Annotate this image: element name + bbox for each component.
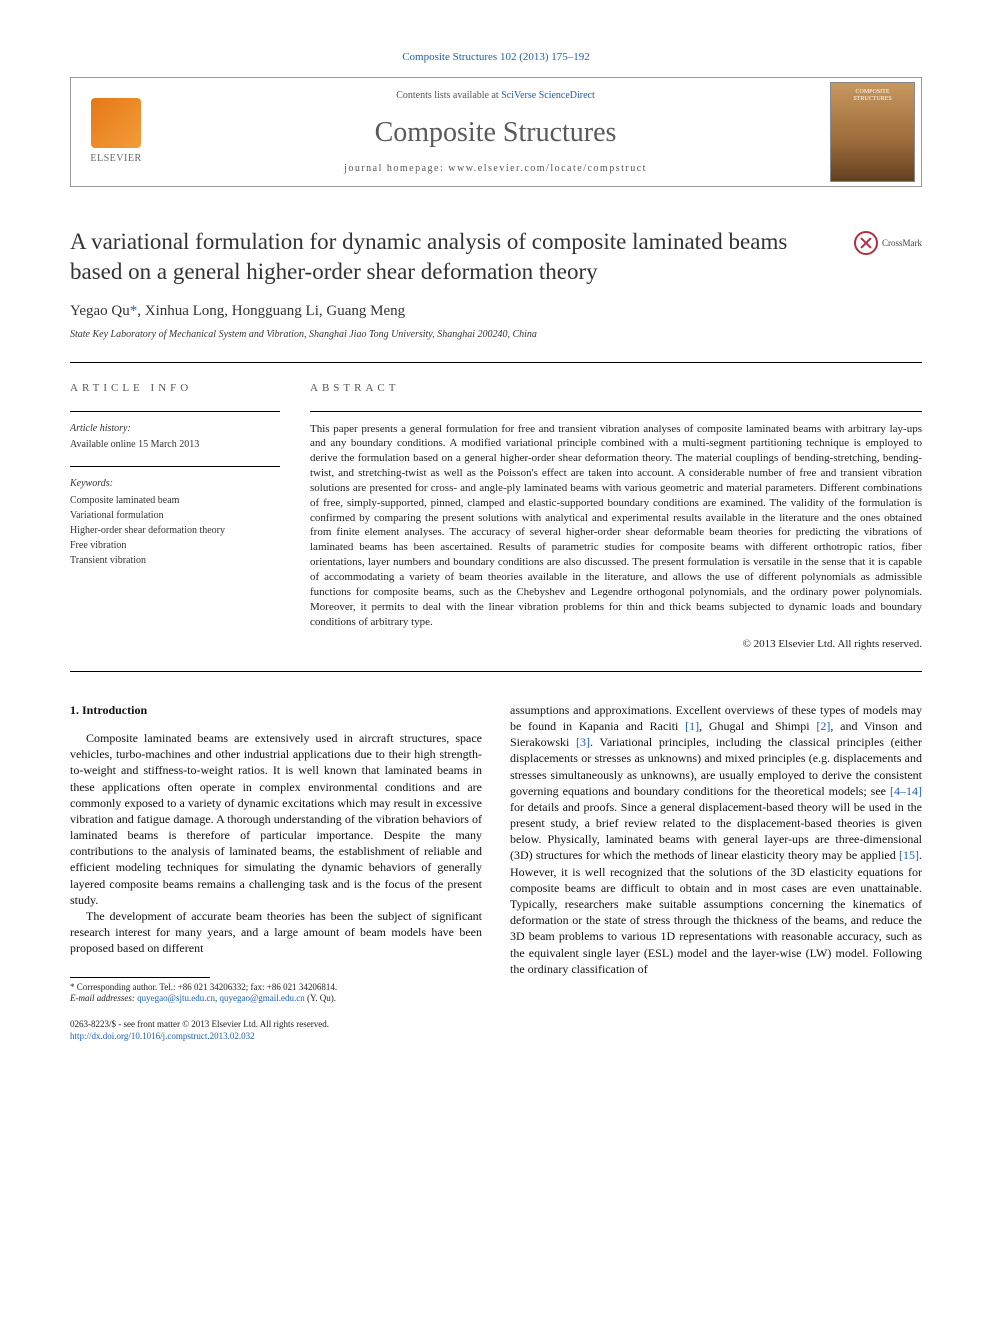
abstract-divider xyxy=(310,411,922,412)
abstract-label: ABSTRACT xyxy=(310,381,922,396)
keyword-item: Variational formulation xyxy=(70,508,280,523)
cover-text-1: COMPOSITE xyxy=(855,89,889,96)
abstract-text: This paper presents a general formulatio… xyxy=(310,422,922,630)
copyright-line: © 2013 Elsevier Ltd. All rights reserved… xyxy=(310,637,922,652)
body-column-right: assumptions and approximations. Excellen… xyxy=(510,702,922,1005)
page-footer: 0263-8223/$ - see front matter © 2013 El… xyxy=(70,1019,922,1042)
citation-link[interactable]: [1] xyxy=(685,719,699,733)
crossmark-label: CrossMark xyxy=(882,237,922,250)
divider-top xyxy=(70,362,922,363)
body-text: . However, it is well recognized that th… xyxy=(510,848,922,975)
article-info-column: ARTICLE INFO Article history: Available … xyxy=(70,381,280,653)
footnote-divider xyxy=(70,977,210,978)
history-text: Available online 15 March 2013 xyxy=(70,438,280,452)
body-text: , Ghugal and Shimpi xyxy=(699,719,816,733)
email-label: E-mail addresses: xyxy=(70,993,137,1003)
contents-lists-line: Contents lists available at SciVerse Sci… xyxy=(171,89,820,103)
page-container: Composite Structures 102 (2013) 175–192 … xyxy=(0,0,992,1082)
journal-title: Composite Structures xyxy=(171,113,820,152)
keyword-item: Higher-order shear deformation theory xyxy=(70,523,280,538)
body-text: for details and proofs. Since a general … xyxy=(510,800,922,863)
journal-homepage-line: journal homepage: www.elsevier.com/locat… xyxy=(171,162,820,176)
affiliation: State Key Laboratory of Mechanical Syste… xyxy=(70,328,922,342)
journal-header-box: ELSEVIER Contents lists available at Sci… xyxy=(70,77,922,187)
crossmark-icon xyxy=(854,231,878,255)
issn-line: 0263-8223/$ - see front matter © 2013 El… xyxy=(70,1019,922,1031)
body-column-left: 1. Introduction Composite laminated beam… xyxy=(70,702,482,1005)
article-title: A variational formulation for dynamic an… xyxy=(70,227,854,287)
homepage-url[interactable]: www.elsevier.com/locate/compstruct xyxy=(448,163,647,174)
citation-link[interactable]: [15] xyxy=(899,848,919,862)
journal-cover-thumbnail[interactable]: COMPOSITE STRUCTURES xyxy=(830,82,915,182)
sciencedirect-link[interactable]: SciVerse ScienceDirect xyxy=(501,90,595,101)
body-paragraph: assumptions and approximations. Excellen… xyxy=(510,702,922,977)
publisher-name: ELSEVIER xyxy=(90,152,141,166)
keyword-item: Free vibration xyxy=(70,538,280,553)
body-paragraph: Composite laminated beams are extensivel… xyxy=(70,730,482,908)
contents-prefix: Contents lists available at xyxy=(396,90,501,101)
body-columns: 1. Introduction Composite laminated beam… xyxy=(70,702,922,1005)
corresponding-author-footnote: * Corresponding author. Tel.: +86 021 34… xyxy=(70,982,482,1005)
journal-reference: Composite Structures 102 (2013) 175–192 xyxy=(70,50,922,65)
homepage-prefix: journal homepage: xyxy=(344,163,448,174)
keyword-item: Composite laminated beam xyxy=(70,493,280,508)
citation-link[interactable]: [4–14] xyxy=(890,784,922,798)
authors-line: Yegao Qu*, Xinhua Long, Hongguang Li, Gu… xyxy=(70,301,922,322)
divider-bottom xyxy=(70,671,922,672)
email-link-1[interactable]: quyegao@sjtu.edu.cn xyxy=(137,993,215,1003)
keywords-list: Composite laminated beam Variational for… xyxy=(70,493,280,568)
email-link-2[interactable]: quyegao@gmail.edu.cn xyxy=(219,993,304,1003)
publisher-logo-block[interactable]: ELSEVIER xyxy=(71,78,161,186)
article-info-label: ARTICLE INFO xyxy=(70,381,280,396)
email-tail: (Y. Qu). xyxy=(305,993,336,1003)
abstract-column: ABSTRACT This paper presents a general f… xyxy=(310,381,922,653)
header-center: Contents lists available at SciVerse Sci… xyxy=(161,81,830,184)
author-primary[interactable]: Yegao Qu xyxy=(70,303,130,319)
keyword-item: Transient vibration xyxy=(70,553,280,568)
body-paragraph: The development of accurate beam theorie… xyxy=(70,908,482,957)
doi-link[interactable]: http://dx.doi.org/10.1016/j.compstruct.2… xyxy=(70,1031,255,1041)
email-line: E-mail addresses: quyegao@sjtu.edu.cn, q… xyxy=(70,993,482,1005)
title-section: A variational formulation for dynamic an… xyxy=(70,227,922,287)
info-abstract-row: ARTICLE INFO Article history: Available … xyxy=(70,381,922,653)
citation-link[interactable]: [3] xyxy=(576,735,590,749)
history-heading: Article history: xyxy=(70,422,280,436)
section-heading-intro: 1. Introduction xyxy=(70,702,482,718)
authors-rest: , Xinhua Long, Hongguang Li, Guang Meng xyxy=(137,303,405,319)
elsevier-tree-icon xyxy=(91,98,141,148)
info-divider-1 xyxy=(70,411,280,412)
cover-text-2: STRUCTURES xyxy=(853,96,891,103)
crossmark-badge[interactable]: CrossMark xyxy=(854,231,922,255)
citation-link[interactable]: [2] xyxy=(816,719,830,733)
keywords-heading: Keywords: xyxy=(70,477,280,491)
corr-author-line: * Corresponding author. Tel.: +86 021 34… xyxy=(70,982,482,994)
info-divider-2 xyxy=(70,466,280,467)
